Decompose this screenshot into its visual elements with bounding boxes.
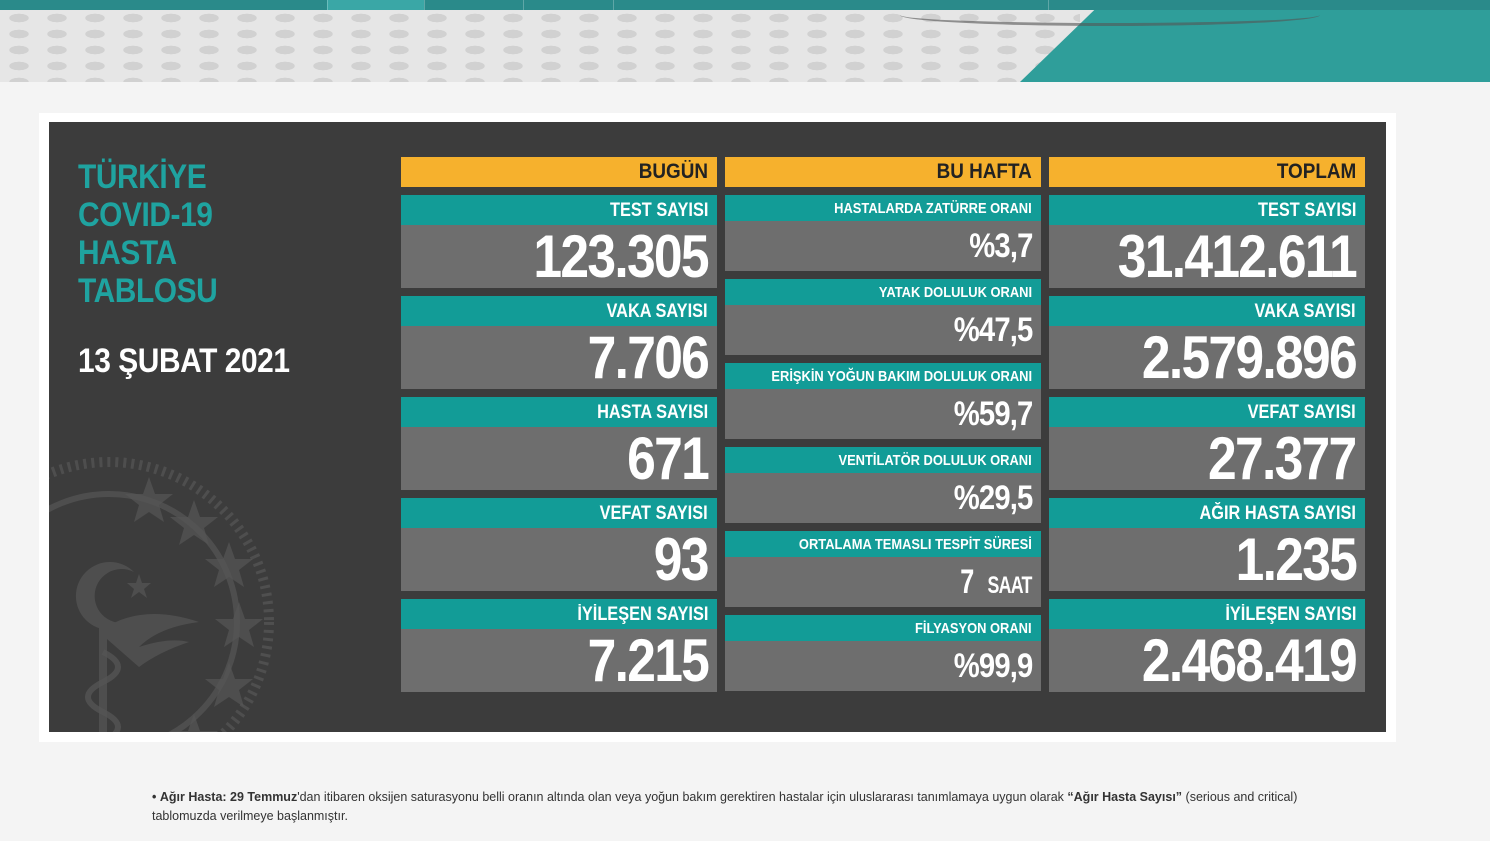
title-line: COVID-19 <box>78 196 213 234</box>
week-stat-bed-occupancy: YATAK DOLULUK ORANI %47,5 <box>725 279 1041 355</box>
nav-segment[interactable] <box>1048 0 1490 10</box>
stat-label: İYİLEŞEN SAYISI <box>1224 604 1356 625</box>
footnote-date: 29 Temmuz <box>230 790 298 804</box>
week-header: BU HAFTA <box>725 157 1041 187</box>
today-stat-case: VAKA SAYISI 7.706 <box>401 296 717 389</box>
stat-label: ORTALAMA TEMASLI TESPİT SÜRESİ <box>799 536 1032 553</box>
stat-unit: SAAT <box>987 572 1033 599</box>
stat-value: 31.412.611 <box>1117 223 1358 290</box>
total-stat-recovered: İYİLEŞEN SAYISI 2.468.419 <box>1049 599 1365 692</box>
stat-label: VAKA SAYISI <box>1254 301 1356 322</box>
stat-value: 123.305 <box>533 223 710 290</box>
footnote-bullet: • <box>152 790 157 804</box>
stat-label: VENTİLATÖR DOLULUK ORANI <box>838 452 1032 469</box>
stat-value: %47,5 <box>953 311 1032 349</box>
stat-value: 93 <box>654 526 710 593</box>
nav-segment[interactable] <box>523 0 613 10</box>
total-header: TOPLAM <box>1049 157 1365 187</box>
stat-value: %29,5 <box>953 479 1032 517</box>
stat-label: VEFAT SAYISI <box>1247 402 1356 423</box>
stat-value: 7 <box>960 563 974 601</box>
week-stat-contact-tracing: ORTALAMA TEMASLI TESPİT SÜRESİ 7 SAAT <box>725 531 1041 607</box>
stat-value: %59,7 <box>953 395 1032 433</box>
stat-label: HASTALARDA ZATÜRRE ORANI <box>834 200 1032 217</box>
footnote-text: (serious and critical) tablomuzda verilm… <box>152 790 1298 823</box>
today-stat-recovered: İYİLEŞEN SAYISI 7.215 <box>401 599 717 692</box>
nav-segment-active[interactable] <box>327 0 424 10</box>
total-stat-case: VAKA SAYISI 2.579.896 <box>1049 296 1365 389</box>
today-stat-patient: HASTA SAYISI 671 <box>401 397 717 490</box>
nav-segment[interactable] <box>424 0 523 10</box>
stat-value: %3,7 <box>968 227 1033 265</box>
stat-label: YATAK DOLULUK ORANI <box>878 284 1032 301</box>
header-banner <box>0 0 1490 82</box>
stat-label: İYİLEŞEN SAYISI <box>576 604 708 625</box>
stat-label: VEFAT SAYISI <box>599 503 708 524</box>
stat-value: 7.706 <box>587 324 709 391</box>
today-stat-test: TEST SAYISI 123.305 <box>401 195 717 288</box>
stat-label: ERİŞKİN YOĞUN BAKIM DOLULUK ORANI <box>771 368 1032 385</box>
stat-value: 1.235 <box>1235 526 1357 593</box>
total-stat-severe: AĞIR HASTA SAYISI 1.235 <box>1049 498 1365 591</box>
footnote-quote: “Ağır Hasta Sayısı” <box>1067 790 1183 804</box>
week-column: BU HAFTA HASTALARDA ZATÜRRE ORANI %3,7 Y… <box>725 157 1041 691</box>
banner-pattern <box>0 10 1080 82</box>
stat-value: 671 <box>627 425 710 492</box>
title-line: HASTA <box>78 234 177 272</box>
covid-board: TÜRKİYE COVID-19 HASTA TABLOSU 13 ŞUBAT … <box>49 122 1386 732</box>
footnote: • Ağır Hasta: 29 Temmuz'dan itibaren oks… <box>152 788 1302 826</box>
title-line: TÜRKİYE <box>78 158 207 196</box>
stat-label: VAKA SAYISI <box>606 301 708 322</box>
stat-value: 2.468.419 <box>1141 627 1358 694</box>
today-column: BUGÜN TEST SAYISI 123.305 VAKA SAYISI 7.… <box>401 157 717 692</box>
banner-swoosh <box>900 4 1320 26</box>
board-date: 13 ŞUBAT 2021 <box>78 342 290 380</box>
total-column: TOPLAM TEST SAYISI 31.412.611 VAKA SAYIS… <box>1049 157 1365 692</box>
nav-segment[interactable] <box>613 0 1048 10</box>
stat-label: AĞIR HASTA SAYISI <box>1199 503 1356 524</box>
stat-label: HASTA SAYISI <box>596 402 708 423</box>
today-stat-death: VEFAT SAYISI 93 <box>401 498 717 591</box>
today-header: BUGÜN <box>401 157 717 187</box>
health-ministry-emblem-icon <box>49 457 274 732</box>
week-stat-filiation: FİLYASYON ORANI %99,9 <box>725 615 1041 691</box>
stat-label: FİLYASYON ORANI <box>915 620 1032 637</box>
footnote-term: Ağır Hasta: <box>159 790 227 804</box>
stat-value: 2.579.896 <box>1141 324 1358 391</box>
board-title: TÜRKİYE COVID-19 HASTA TABLOSU <box>78 158 378 310</box>
total-stat-test: TEST SAYISI 31.412.611 <box>1049 195 1365 288</box>
week-stat-pneumonia: HASTALARDA ZATÜRRE ORANI %3,7 <box>725 195 1041 271</box>
stat-label: TEST SAYISI <box>609 200 708 221</box>
footnote-text: 'dan itibaren oksijen saturasyonu belli … <box>297 790 1064 804</box>
total-stat-death: VEFAT SAYISI 27.377 <box>1049 397 1365 490</box>
title-line: TABLOSU <box>78 272 218 310</box>
week-stat-icu-occupancy: ERİŞKİN YOĞUN BAKIM DOLULUK ORANI %59,7 <box>725 363 1041 439</box>
week-stat-ventilator-occupancy: VENTİLATÖR DOLULUK ORANI %29,5 <box>725 447 1041 523</box>
top-nav-bar <box>0 0 1490 10</box>
stat-value: 7.215 <box>587 627 709 694</box>
stat-value: %99,9 <box>953 647 1032 685</box>
stat-value: 27.377 <box>1208 425 1357 492</box>
stat-label: TEST SAYISI <box>1257 200 1356 221</box>
